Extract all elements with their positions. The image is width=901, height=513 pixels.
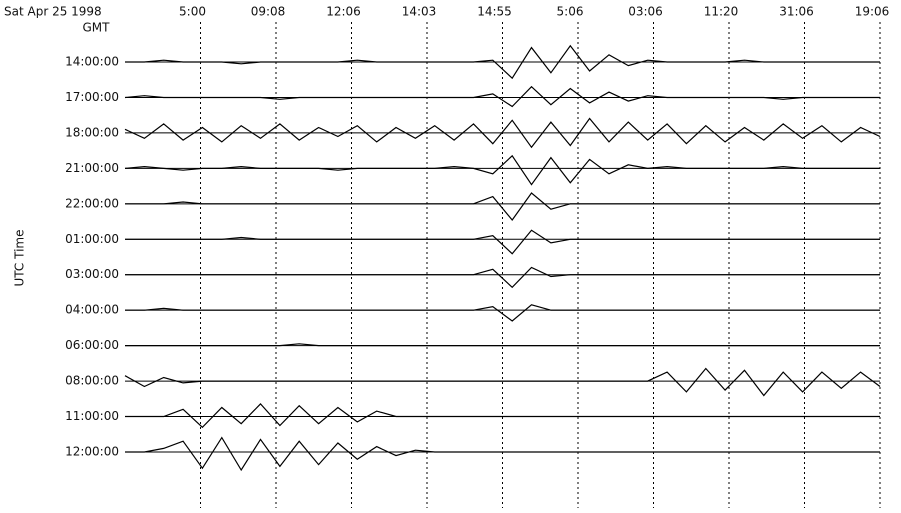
row-label: 14:00:00 [65,55,119,69]
trace [125,343,880,347]
x-tick-label: 31:06 [779,5,814,19]
trace [124,85,880,108]
trace [125,304,880,322]
corner-label: GMT [83,21,111,35]
row-label: 17:00:00 [65,90,119,104]
x-tick-label: 12:06 [326,5,361,19]
x-tick-label: 14:55 [477,5,512,19]
row-label: 08:00:00 [65,374,119,388]
x-tick-label: 11:20 [704,5,739,19]
row-label: 06:00:00 [65,338,119,352]
row-label: 18:00:00 [65,125,119,139]
row-label: 22:00:00 [65,196,119,210]
x-tick-label: 03:06 [628,5,663,19]
chart-title: Sat Apr 25 1998 [4,5,102,19]
trace [125,192,880,221]
row-label: 21:00:00 [65,161,119,175]
row-label: 11:00:00 [65,409,119,423]
trace [125,44,880,80]
trace [125,436,880,472]
row-label: 03:00:00 [65,267,119,281]
x-tick-label: 19:06 [855,5,890,19]
y-axis-label: UTC Time [13,230,27,287]
x-tick-label: 5:06 [557,5,584,19]
trace [125,266,880,289]
row-label: 01:00:00 [65,232,119,246]
x-tick-label: 14:03 [402,5,437,19]
trace [124,154,880,186]
row-label: 12:00:00 [65,445,119,459]
trace [124,367,881,397]
row-label: 04:00:00 [65,303,119,317]
x-tick-label: 09:08 [251,5,286,19]
x-tick-label: 5:00 [179,5,206,19]
trace [125,403,880,429]
trace [124,117,881,149]
trace [125,229,880,255]
